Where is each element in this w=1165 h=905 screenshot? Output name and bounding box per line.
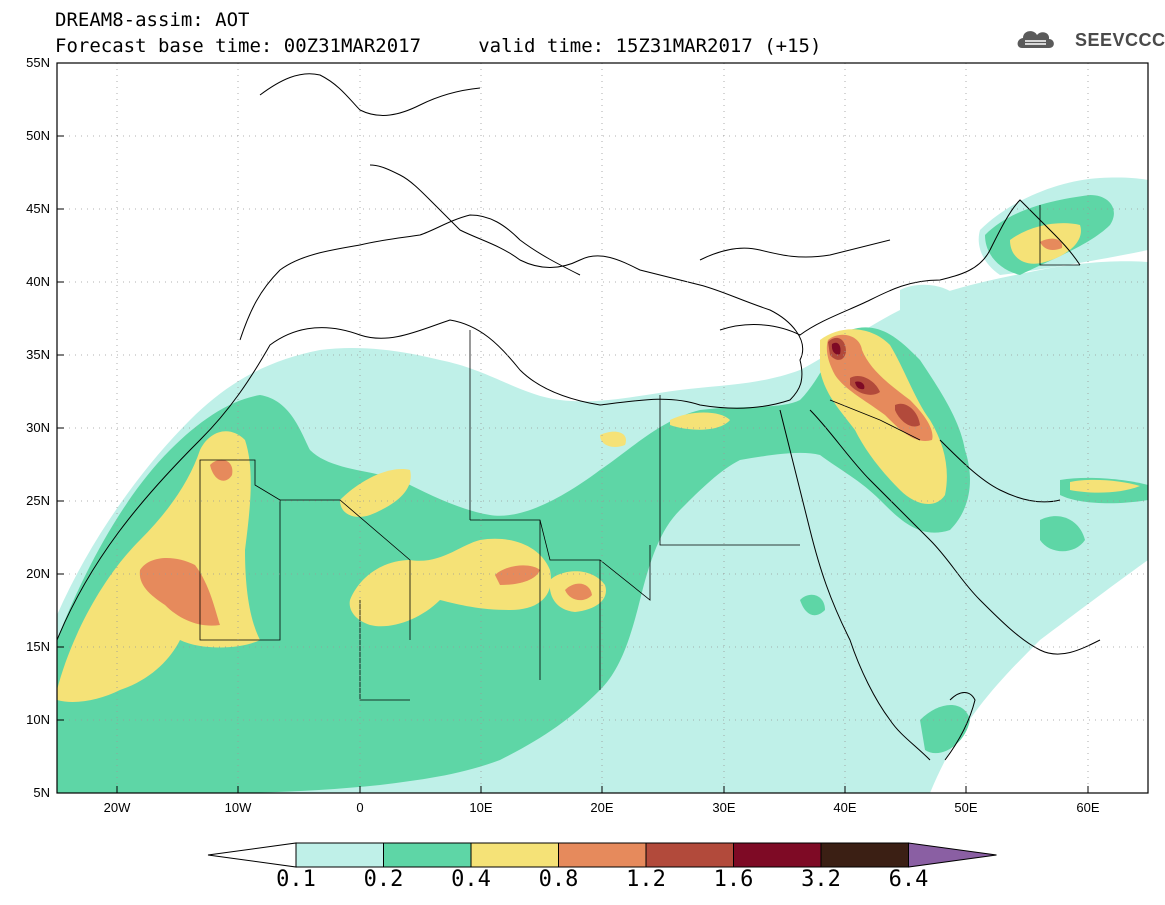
lon-label-0: 0 xyxy=(356,800,364,815)
lat-label-50n: 50N xyxy=(26,128,50,143)
lat-label-40n: 40N xyxy=(26,274,50,289)
lat-label-5n: 5N xyxy=(33,785,50,800)
colorbar-label: 0.1 xyxy=(276,867,316,892)
aot-level-1.2 xyxy=(828,337,920,427)
lat-label-25n: 25N xyxy=(26,493,50,508)
colorbar-label: 1.6 xyxy=(713,867,754,892)
lon-label-20w: 20W xyxy=(103,800,131,815)
lat-label-35n: 35N xyxy=(26,347,50,362)
colorbar-label: 0.2 xyxy=(363,867,404,892)
lat-label-30n: 30N xyxy=(26,420,50,435)
lat-label-15n: 15N xyxy=(26,639,50,654)
colorbar-label: 0.4 xyxy=(451,867,491,892)
lat-label-45n: 45N xyxy=(26,201,50,216)
colorbar-label: 0.8 xyxy=(538,867,579,892)
colorbar-label: 3.2 xyxy=(801,867,841,892)
lat-label-20n: 20N xyxy=(26,566,50,581)
lon-label-40e: 40E xyxy=(833,800,857,815)
lat-label-10n: 10N xyxy=(26,712,50,727)
lon-label-10e: 10E xyxy=(469,800,493,815)
aot-level-1.6 xyxy=(831,342,865,390)
map-frame xyxy=(56,62,1149,794)
coastlines xyxy=(57,73,1101,761)
lon-label-10w: 10W xyxy=(224,800,252,815)
lon-label-60e: 60E xyxy=(1076,800,1100,815)
forecast-time-subtitle: Forecast base time: 00Z31MAR2017 valid t… xyxy=(55,35,822,57)
map-title: DREAM8-assim: AOT xyxy=(55,9,250,31)
lon-label-30e: 30E xyxy=(712,800,736,815)
seevccc-logo-text: SEEVCCC xyxy=(1075,30,1165,50)
lon-label-50e: 50E xyxy=(954,800,978,815)
aot-shading xyxy=(57,177,1148,793)
colorbar-label: 1.2 xyxy=(626,867,666,892)
colorbar-label: 6.4 xyxy=(888,867,929,892)
lon-label-20e: 20E xyxy=(590,800,614,815)
cloud-icon xyxy=(1017,31,1054,48)
lat-label-55n: 55N xyxy=(26,55,50,70)
